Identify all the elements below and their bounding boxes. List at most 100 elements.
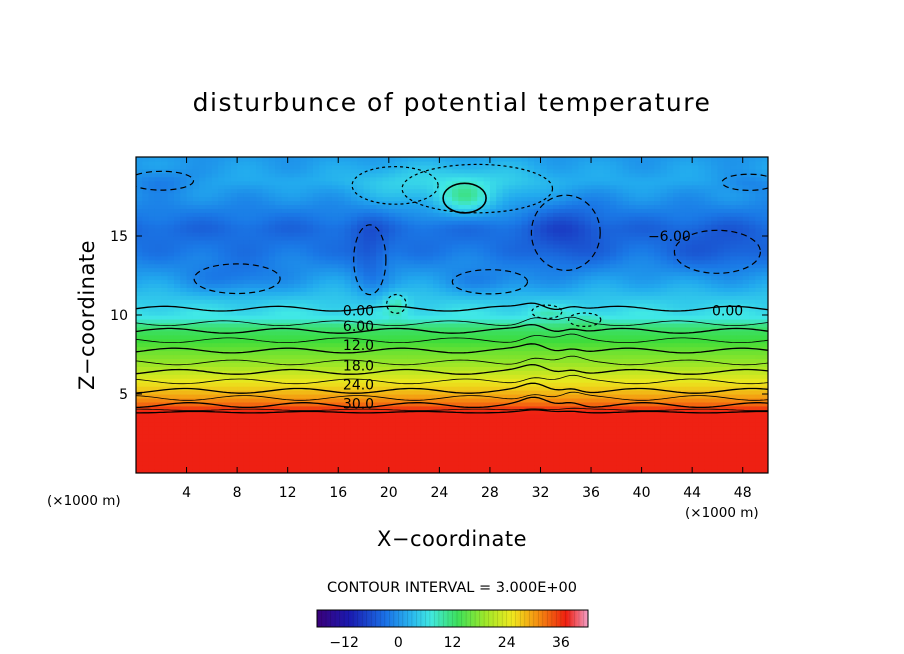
field-cell xyxy=(218,429,226,435)
field-cell xyxy=(211,267,219,273)
field-cell xyxy=(256,453,263,458)
field-cell xyxy=(199,346,207,352)
field-cell xyxy=(275,236,282,241)
field-cell xyxy=(477,303,485,308)
field-cell xyxy=(186,330,194,336)
field-cell xyxy=(439,362,447,367)
field-cell xyxy=(489,212,497,217)
field-cell xyxy=(287,196,295,202)
field-cell xyxy=(496,295,504,300)
field-cell xyxy=(148,295,156,300)
field-cell xyxy=(470,157,478,162)
field-cell xyxy=(249,445,257,450)
field-cell xyxy=(382,421,390,427)
field-cell xyxy=(136,370,143,375)
field-cell xyxy=(186,350,194,356)
field-cell xyxy=(154,172,162,178)
field-cell xyxy=(508,251,516,257)
field-cell xyxy=(294,334,301,340)
field-cell xyxy=(433,453,440,458)
field-cell xyxy=(331,299,339,304)
field-cell xyxy=(483,251,491,257)
field-cell xyxy=(376,334,384,340)
field-cell xyxy=(167,283,175,288)
field-cell xyxy=(477,176,485,182)
field-cell xyxy=(439,342,447,348)
field-cell xyxy=(136,366,143,371)
field-cell xyxy=(388,224,396,229)
field-cell xyxy=(344,180,352,186)
field-cell xyxy=(161,271,169,277)
field-cell xyxy=(464,160,472,166)
field-cell xyxy=(224,397,232,403)
field-cell xyxy=(312,239,320,245)
field-cell xyxy=(136,279,143,284)
field-cell xyxy=(407,224,415,229)
field-cell xyxy=(445,342,453,348)
field-cell xyxy=(287,354,295,360)
field-cell xyxy=(256,295,263,300)
field-cell xyxy=(338,176,346,182)
field-cell xyxy=(407,287,415,292)
field-cell xyxy=(395,318,403,324)
field-cell xyxy=(508,457,516,462)
field-cell xyxy=(470,236,478,241)
field-cell xyxy=(489,275,497,281)
field-cell xyxy=(294,180,301,186)
field-cell xyxy=(256,243,263,249)
field-cell xyxy=(268,334,276,340)
field-cell xyxy=(407,378,415,383)
field-cell xyxy=(256,239,263,245)
field-cell xyxy=(199,180,207,186)
field-cell xyxy=(426,184,434,190)
field-cell xyxy=(344,236,352,241)
field-cell xyxy=(477,184,485,190)
field-cell xyxy=(256,311,263,316)
field-cell xyxy=(287,342,295,348)
field-cell xyxy=(211,196,219,202)
field-cell xyxy=(300,275,308,281)
field-cell xyxy=(148,378,156,383)
field-cell xyxy=(458,358,466,363)
field-cell xyxy=(502,160,510,166)
field-cell xyxy=(192,342,200,348)
field-cell xyxy=(294,168,301,174)
field-cell xyxy=(388,397,396,403)
field-cell xyxy=(414,315,421,320)
field-cell xyxy=(407,465,415,470)
field-cell xyxy=(357,461,365,466)
field-cell xyxy=(180,322,188,328)
field-cell xyxy=(439,255,447,261)
field-cell xyxy=(382,303,390,308)
field-cell xyxy=(237,168,245,174)
field-cell xyxy=(515,228,523,233)
field-cell xyxy=(414,334,421,340)
field-cell xyxy=(401,271,409,277)
field-cell xyxy=(344,307,352,312)
field-cell xyxy=(237,315,245,320)
field-cell xyxy=(477,236,485,241)
field-cell xyxy=(186,315,194,320)
field-cell xyxy=(262,200,270,205)
field-cell xyxy=(376,358,384,363)
field-cell xyxy=(199,212,207,217)
field-cell xyxy=(180,263,188,269)
field-cell xyxy=(186,318,194,324)
field-cell xyxy=(281,326,289,332)
field-cell xyxy=(224,204,232,209)
field-cell xyxy=(256,358,263,363)
field-cell xyxy=(369,445,377,450)
field-cell xyxy=(136,405,143,411)
field-cell xyxy=(199,469,207,473)
field-cell xyxy=(173,338,181,344)
field-cell xyxy=(294,342,301,348)
field-cell xyxy=(426,421,434,427)
field-cell xyxy=(243,346,251,352)
field-cell xyxy=(287,307,295,312)
field-cell xyxy=(281,382,289,387)
field-cell xyxy=(464,366,472,371)
field-cell xyxy=(382,469,390,473)
field-cell xyxy=(167,172,175,178)
field-cell xyxy=(331,382,339,387)
field-cell xyxy=(287,204,295,209)
